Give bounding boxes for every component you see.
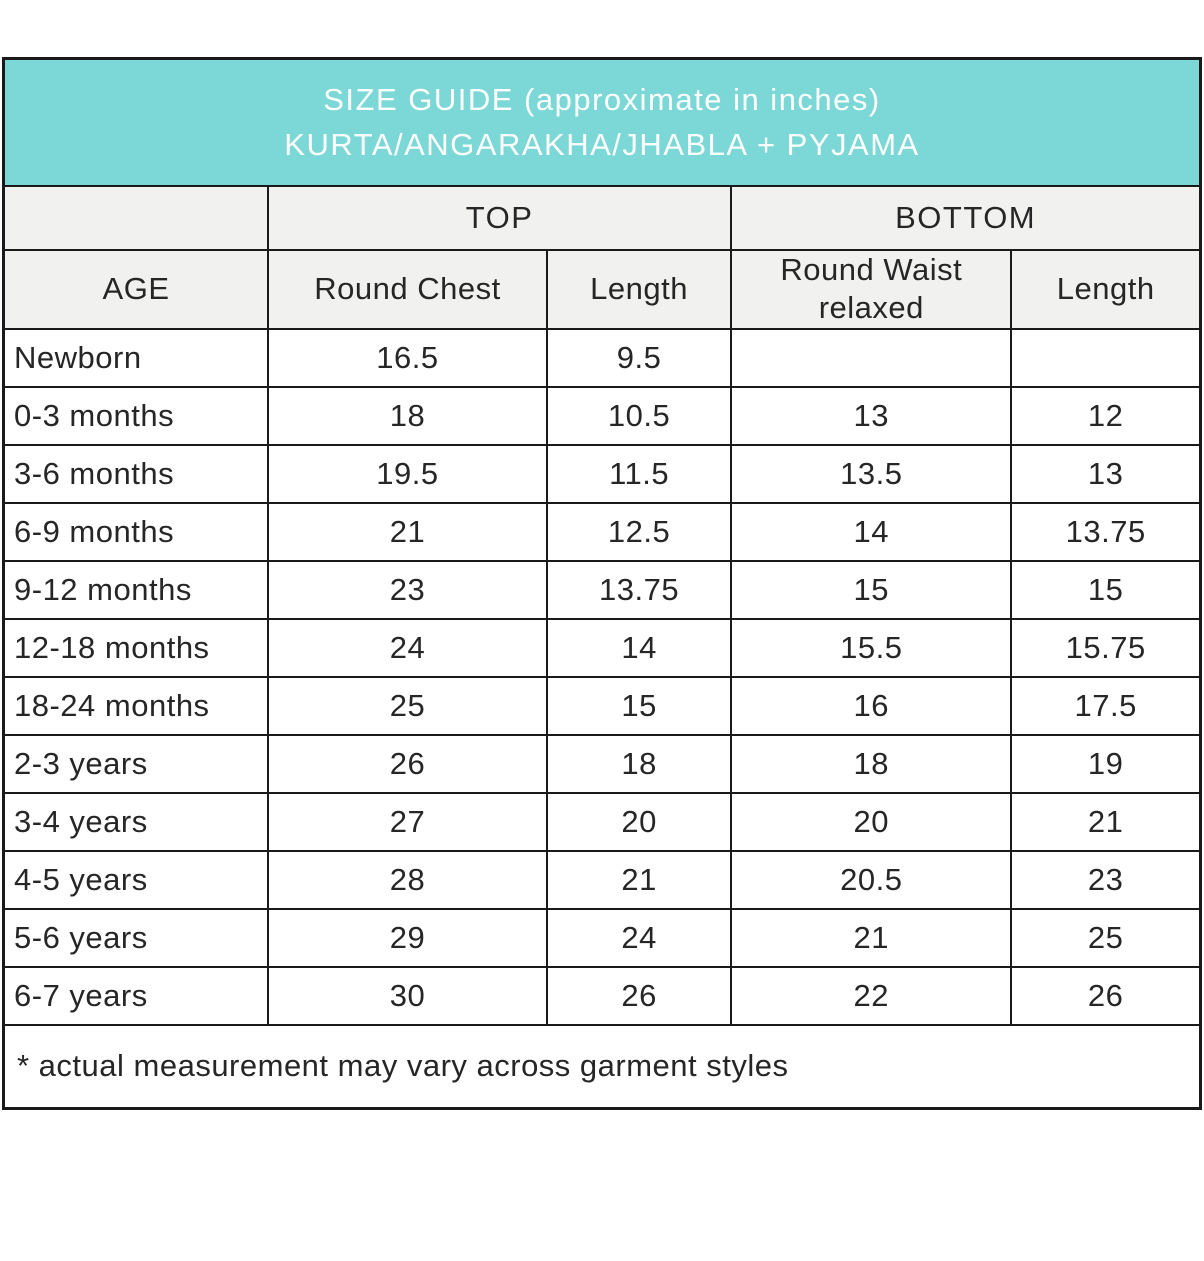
age-cell: 0-3 months xyxy=(2,385,270,446)
top-length-cell: 14 xyxy=(545,617,733,678)
round-waist-cell: 15.5 xyxy=(730,617,1013,678)
round-waist-cell: 22 xyxy=(730,965,1013,1026)
bottom-length-cell: 23 xyxy=(1010,849,1202,910)
round-chest-cell: 25 xyxy=(267,675,548,736)
table-row: 2-3 years 26 18 18 19 xyxy=(2,733,1202,794)
top-length-cell: 21 xyxy=(545,849,733,910)
bottom-length-cell: 15.75 xyxy=(1010,617,1202,678)
top-length-cell: 11.5 xyxy=(545,443,733,504)
age-cell: 6-9 months xyxy=(2,501,270,562)
top-group-header: TOP xyxy=(267,184,733,251)
round-waist-cell: 20 xyxy=(730,791,1013,852)
age-cell: 3-6 months xyxy=(2,443,270,504)
bottom-length-cell: 26 xyxy=(1010,965,1202,1026)
bottom-length-cell xyxy=(1010,327,1202,388)
table-row: Newborn 16.5 9.5 xyxy=(2,327,1202,388)
footnote-row: * actual measurement may vary across gar… xyxy=(2,1023,1202,1110)
round-waist-cell: 18 xyxy=(730,733,1013,794)
table-row: 18-24 months 25 15 16 17.5 xyxy=(2,675,1202,736)
round-chest-cell: 26 xyxy=(267,733,548,794)
table-row: 3-4 years 27 20 20 21 xyxy=(2,791,1202,852)
round-chest-column-header: Round Chest xyxy=(267,248,548,330)
bottom-length-column-header: Length xyxy=(1010,248,1202,330)
top-length-cell: 13.75 xyxy=(545,559,733,620)
round-waist-cell: 13.5 xyxy=(730,443,1013,504)
round-waist-cell: 15 xyxy=(730,559,1013,620)
age-cell: 5-6 years xyxy=(2,907,270,968)
round-chest-cell: 21 xyxy=(267,501,548,562)
top-length-cell: 24 xyxy=(545,907,733,968)
banner-title-line2: KURTA/ANGARAKHA/JHABLA + PYJAMA xyxy=(284,127,920,163)
round-chest-cell: 30 xyxy=(267,965,548,1026)
age-cell: 9-12 months xyxy=(2,559,270,620)
age-cell: 3-4 years xyxy=(2,791,270,852)
table-row: 4-5 years 28 21 20.5 23 xyxy=(2,849,1202,910)
bottom-length-cell: 13 xyxy=(1010,443,1202,504)
round-waist-cell xyxy=(730,327,1013,388)
age-column-header: AGE xyxy=(2,248,270,330)
column-header-row: AGE Round Chest Length Round Waist relax… xyxy=(2,248,1202,330)
bottom-length-cell: 17.5 xyxy=(1010,675,1202,736)
top-length-cell: 9.5 xyxy=(545,327,733,388)
round-waist-cell: 14 xyxy=(730,501,1013,562)
table-row: 6-7 years 30 26 22 26 xyxy=(2,965,1202,1026)
empty-header-cell xyxy=(2,184,270,251)
round-waist-column-header: Round Waist relaxed xyxy=(730,248,1013,330)
round-chest-cell: 29 xyxy=(267,907,548,968)
round-waist-cell: 13 xyxy=(730,385,1013,446)
round-chest-cell: 19.5 xyxy=(267,443,548,504)
banner-cell: SIZE GUIDE (approximate in inches) KURTA… xyxy=(2,57,1202,187)
round-chest-cell: 27 xyxy=(267,791,548,852)
round-chest-cell: 18 xyxy=(267,385,548,446)
table-row: 3-6 months 19.5 11.5 13.5 13 xyxy=(2,443,1202,504)
round-waist-cell: 21 xyxy=(730,907,1013,968)
table-row: 5-6 years 29 24 21 25 xyxy=(2,907,1202,968)
age-cell: Newborn xyxy=(2,327,270,388)
top-length-column-header: Length xyxy=(545,248,733,330)
round-waist-cell: 20.5 xyxy=(730,849,1013,910)
bottom-length-cell: 12 xyxy=(1010,385,1202,446)
bottom-length-cell: 21 xyxy=(1010,791,1202,852)
bottom-length-cell: 25 xyxy=(1010,907,1202,968)
round-chest-cell: 16.5 xyxy=(267,327,548,388)
table-row: 6-9 months 21 12.5 14 13.75 xyxy=(2,501,1202,562)
top-length-cell: 15 xyxy=(545,675,733,736)
round-waist-cell: 16 xyxy=(730,675,1013,736)
table-row: 0-3 months 18 10.5 13 12 xyxy=(2,385,1202,446)
bottom-length-cell: 15 xyxy=(1010,559,1202,620)
round-chest-cell: 28 xyxy=(267,849,548,910)
round-chest-cell: 24 xyxy=(267,617,548,678)
top-length-cell: 10.5 xyxy=(545,385,733,446)
size-guide-table: SIZE GUIDE (approximate in inches) KURTA… xyxy=(2,57,1202,1110)
footnote-cell: * actual measurement may vary across gar… xyxy=(2,1023,1202,1110)
age-cell: 6-7 years xyxy=(2,965,270,1026)
age-cell: 4-5 years xyxy=(2,849,270,910)
group-header-row: TOP BOTTOM xyxy=(2,184,1202,251)
top-length-cell: 26 xyxy=(545,965,733,1026)
age-cell: 2-3 years xyxy=(2,733,270,794)
banner-row: SIZE GUIDE (approximate in inches) KURTA… xyxy=(2,57,1202,187)
bottom-length-cell: 13.75 xyxy=(1010,501,1202,562)
table-row: 12-18 months 24 14 15.5 15.75 xyxy=(2,617,1202,678)
round-chest-cell: 23 xyxy=(267,559,548,620)
table-row: 9-12 months 23 13.75 15 15 xyxy=(2,559,1202,620)
top-length-cell: 12.5 xyxy=(545,501,733,562)
bottom-length-cell: 19 xyxy=(1010,733,1202,794)
age-cell: 12-18 months xyxy=(2,617,270,678)
bottom-group-header: BOTTOM xyxy=(730,184,1202,251)
top-length-cell: 20 xyxy=(545,791,733,852)
top-length-cell: 18 xyxy=(545,733,733,794)
age-cell: 18-24 months xyxy=(2,675,270,736)
banner-title-line1: SIZE GUIDE (approximate in inches) xyxy=(323,82,881,118)
